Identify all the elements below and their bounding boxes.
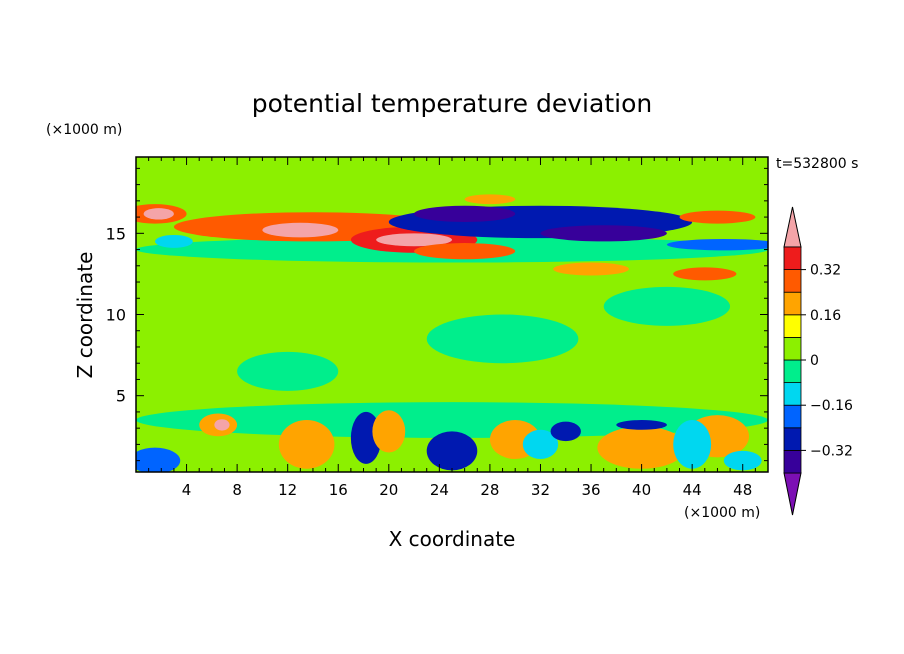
x-unit-label: (×1000 m): [684, 505, 760, 521]
colorbar-segment: [783, 382, 802, 406]
field-blob: [616, 420, 667, 430]
colorbar-extend-min: [783, 472, 802, 516]
x-axis-label: X coordinate: [389, 527, 516, 551]
colorbar-segment: [783, 404, 802, 429]
x-tick-label: 4: [182, 481, 192, 499]
y-tick-label: 15: [106, 224, 126, 243]
x-tick-label: 8: [232, 481, 242, 499]
field-blob: [603, 286, 731, 326]
colorbar-label: 0: [810, 353, 819, 369]
field-blob: [376, 233, 452, 247]
field-blob: [237, 262, 541, 334]
colorbar-segment: [783, 359, 802, 384]
field-blob: [426, 314, 579, 364]
x-tick-label: 44: [683, 481, 702, 499]
colorbar-label: −0.32: [810, 443, 853, 459]
field-blob: [522, 429, 559, 460]
x-tick-label: 36: [581, 481, 600, 499]
field-blob: [154, 234, 193, 248]
y-unit-label: (×1000 m): [46, 122, 122, 138]
x-tick-label: 24: [430, 481, 449, 499]
y-tick-label: 10: [106, 306, 126, 325]
x-tick-label: 48: [733, 481, 752, 499]
x-axis-ticks: 4 8 12 16 20 24 28 32 36 40 44 48: [148, 157, 756, 499]
colorbar-segment: [783, 449, 802, 474]
field-blob: [540, 225, 667, 242]
x-tick-label: 16: [329, 481, 348, 499]
field-blob: [597, 426, 686, 469]
field-blob: [278, 420, 335, 469]
field-blob: [224, 157, 427, 188]
x-tick-label: 12: [278, 481, 297, 499]
colorbar-segment: [783, 291, 802, 316]
field-region: [136, 157, 238, 421]
field-blob: [666, 157, 768, 201]
colorbar-label: 0.16: [810, 308, 841, 324]
field-blob: [673, 267, 737, 281]
field-blob: [666, 238, 768, 251]
colorbar-segment: [783, 246, 802, 271]
y-tick-label: 5: [116, 387, 126, 406]
y-axis-ticks: 5 10 15: [106, 167, 768, 462]
x-tick-label: 32: [531, 481, 550, 499]
field-blob: [414, 205, 516, 222]
colorbar-segment: [783, 269, 802, 293]
x-tick-label: 40: [632, 481, 651, 499]
x-tick-label: 20: [379, 481, 398, 499]
field-blob: [262, 222, 339, 238]
time-label: t=532800 s: [776, 156, 858, 172]
colorbar-extend-max: [783, 206, 802, 248]
field-blob: [679, 210, 756, 224]
heatmap-field: [136, 157, 768, 472]
field-blob: [136, 447, 181, 472]
field-blob: [550, 421, 581, 442]
field-blob: [414, 243, 516, 260]
chart-title: potential temperature deviation: [252, 89, 652, 118]
field-blob: [426, 431, 478, 471]
colorbar-label: 0.32: [810, 263, 841, 279]
colorbar-label: −0.16: [810, 398, 853, 414]
field-blob: [723, 450, 762, 471]
field-blob: [553, 262, 629, 276]
field-blob: [372, 410, 406, 453]
field-blob: [143, 208, 174, 220]
field-blob: [237, 351, 339, 391]
x-tick-label: 28: [480, 481, 499, 499]
colorbar-segment: [783, 336, 802, 361]
y-axis-label: Z coordinate: [73, 252, 97, 379]
field-blob: [673, 420, 712, 469]
field-blob: [464, 194, 516, 205]
colorbar: 0.32 0.16 0 −0.16 −0.32: [783, 206, 853, 516]
colorbar-segment: [783, 427, 802, 451]
colorbar-segment: [783, 314, 802, 338]
field-blob: [214, 419, 230, 431]
